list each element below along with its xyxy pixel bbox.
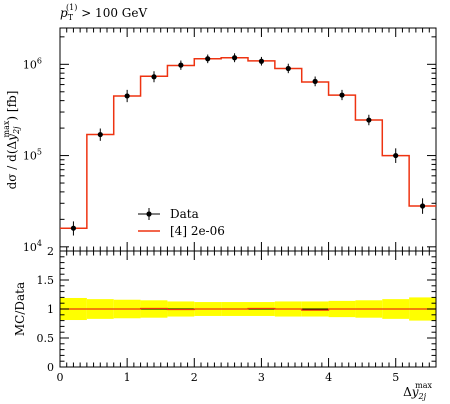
title-sup: (1) (66, 3, 77, 12)
data-point-marker (366, 117, 372, 123)
ratio-mc-line (60, 307, 436, 311)
data-point (205, 54, 211, 64)
ratio-y-tick-label: 0.5 (37, 332, 55, 345)
ratio-y-ticks: 0 0.5 1 1.5 2 (37, 245, 436, 374)
data-point (339, 89, 345, 101)
ratio-y-tick-label: 1 (47, 303, 54, 316)
data-point (70, 221, 77, 236)
data-point (231, 53, 238, 63)
data-point (258, 56, 265, 66)
ratio-y-tick-label: 1.5 (37, 274, 55, 287)
data-point (124, 89, 130, 103)
ratio-x-tick-label: 2 (191, 371, 198, 384)
legend-data-label: Data (170, 207, 199, 221)
chart-title: pT(1) > 100 GeV (60, 3, 147, 22)
data-point-marker (70, 225, 77, 231)
legend: Data [4] 2e-06 (138, 207, 225, 238)
ratio-x-tick-label: 5 (392, 371, 399, 384)
data-point (393, 148, 399, 163)
title-rest: > 100 GeV (77, 6, 147, 20)
data-point-marker (178, 62, 184, 68)
ratio-plot-panel: 0 0.5 1 1.5 2 0 1 2 3 4 5 MC/Data Δy2j max (13, 245, 437, 401)
data-point (97, 128, 103, 141)
data-point-marker (205, 56, 211, 62)
ratio-x-tick-label: 3 (258, 371, 265, 384)
main-y-tick-label: 105 (23, 148, 42, 163)
data-point-marker (124, 93, 130, 99)
data-point (312, 76, 318, 87)
ylabel-post: ) [fb] (5, 91, 19, 121)
ratio-x-tick-label: 1 (124, 371, 131, 384)
data-point (366, 114, 372, 126)
data-point (151, 71, 157, 83)
data-point (419, 198, 426, 214)
ylabel-sup: max (2, 120, 11, 137)
data-point-marker (419, 203, 426, 209)
ylabel-pre: dσ / d(Δ (5, 140, 19, 189)
legend-mc-label: [4] 2e-06 (170, 224, 225, 238)
xlabel-sup: max (415, 381, 432, 390)
main-minor-ticks (60, 36, 436, 252)
data-point-marker (312, 78, 318, 84)
tick-base: 10 (23, 150, 37, 163)
tick-exponent: 6 (37, 56, 42, 65)
tick-base: 10 (23, 58, 37, 71)
data-point-marker (97, 131, 103, 138)
data-points (70, 53, 426, 236)
ylabel-var: y (5, 134, 19, 142)
tick-base: 10 (23, 241, 37, 254)
data-point-marker (285, 65, 291, 72)
ratio-y-tick-label: 0 (47, 361, 54, 374)
ylabel-sub: 2j (12, 126, 21, 135)
legend-data-marker (146, 211, 152, 217)
data-point (285, 63, 291, 74)
data-point-marker (339, 92, 345, 98)
ratio-y-tick-label: 2 (47, 245, 54, 258)
title-sub: T (68, 13, 74, 22)
xlabel-var: y (411, 385, 419, 399)
mc-step-line (60, 57, 436, 229)
ratio-y-axis-label: MC/Data (13, 282, 27, 336)
title-var: p (60, 6, 68, 20)
main-y-tick-label: 106 (23, 56, 42, 71)
ratio-x-ticks: 0 1 2 3 4 5 (57, 251, 430, 384)
data-point-marker (151, 74, 157, 80)
main-y-axis-label: dσ / d(Δy2jmax) [fb] (2, 91, 21, 190)
tick-exponent: 4 (37, 239, 42, 248)
tick-exponent: 5 (37, 148, 42, 157)
data-point-marker (393, 152, 399, 159)
data-point (178, 60, 184, 70)
x-axis-label: Δy2j max (403, 381, 432, 401)
main-y-tick-label: 104 (23, 239, 42, 254)
xlabel-pre: Δ (403, 385, 412, 399)
main-x-ticks (59, 28, 430, 251)
xlabel-sub: 2j (418, 392, 427, 401)
ratio-x-tick-label: 0 (57, 371, 64, 384)
data-point-marker (231, 55, 238, 61)
data-point-marker (258, 58, 265, 64)
ratio-x-tick-label: 4 (325, 371, 332, 384)
